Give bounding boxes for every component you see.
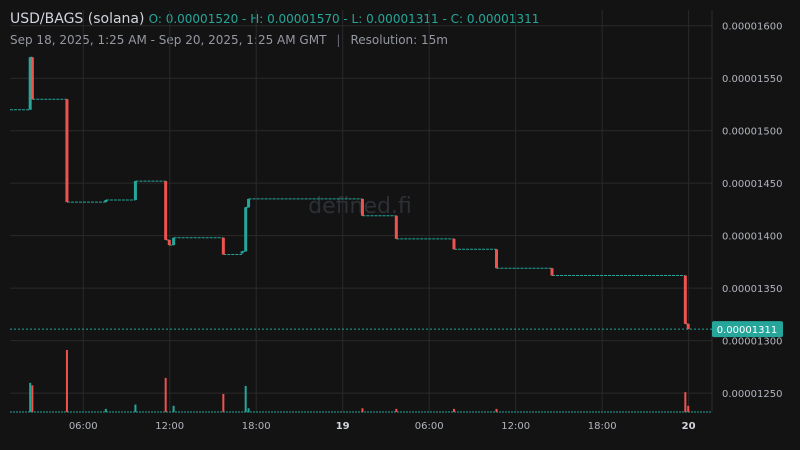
- candle: [30, 57, 34, 100]
- candle: [550, 268, 554, 276]
- volume-bar: [104, 408, 107, 412]
- candle: [167, 239, 171, 246]
- candle: [247, 198, 251, 208]
- resolution-label: Resolution: 15m: [350, 33, 448, 47]
- volume-bar: [222, 394, 225, 412]
- candle: [686, 323, 690, 330]
- volume-bars: [10, 350, 712, 413]
- volume-bar: [31, 385, 34, 412]
- x-tick-label: 06:00: [415, 421, 444, 432]
- volume-bar: [495, 408, 498, 412]
- step-lines: [10, 56, 689, 325]
- y-tick-label: 0.00001250: [722, 389, 782, 400]
- volume-bar: [172, 405, 175, 412]
- volume-bar: [244, 385, 247, 412]
- y-tick-label: 0.00001400: [722, 232, 782, 243]
- ohlc-readout: O: 0.00001520 - H: 0.00001570 - L: 0.000…: [148, 12, 540, 26]
- grid-lines: [10, 10, 712, 412]
- y-tick-label: 0.00001450: [722, 179, 782, 190]
- candles: [28, 57, 690, 330]
- volume-bar: [247, 408, 250, 412]
- symbol-title: USD/BAGS (solana): [10, 11, 145, 27]
- candle: [244, 207, 248, 252]
- volume-bar: [65, 350, 68, 412]
- candle: [133, 181, 137, 200]
- y-tick-label: 0.00001600: [722, 22, 782, 33]
- candle: [104, 199, 108, 203]
- candle: [394, 215, 398, 239]
- volume-bar: [687, 405, 690, 412]
- candle: [240, 251, 244, 254]
- x-tick-label: 12:00: [155, 421, 184, 432]
- volume-bar: [452, 408, 455, 412]
- x-tick-label: 18:00: [242, 421, 271, 432]
- y-tick-label: 0.00001500: [722, 127, 782, 138]
- candle: [452, 238, 456, 250]
- header-separator: |: [336, 33, 341, 47]
- volume-bar: [361, 408, 364, 412]
- x-tick-label: 12:00: [501, 421, 530, 432]
- watermark: defined.fi: [308, 194, 412, 219]
- volume-bar: [164, 377, 167, 412]
- chart-header: USD/BAGS (solana) O: 0.00001520 - H: 0.0…: [10, 11, 539, 27]
- volume-bar: [395, 408, 398, 412]
- candle: [221, 237, 225, 255]
- date-range: Sep 18, 2025, 1:25 AM - Sep 20, 2025, 1:…: [10, 33, 327, 47]
- candle: [683, 275, 687, 324]
- candle: [164, 181, 168, 240]
- volume-bar: [134, 404, 137, 412]
- volume-bar: [684, 392, 687, 412]
- x-tick-label: 19: [336, 421, 350, 432]
- x-tick-label: 18:00: [588, 421, 617, 432]
- candle: [360, 198, 364, 216]
- y-tick-label: 0.00001550: [722, 74, 782, 85]
- candle: [172, 237, 176, 246]
- y-tick-label: 0.00001350: [722, 284, 782, 295]
- y-tick-label: 0.00001300: [722, 337, 782, 348]
- x-tick-label: 20: [682, 421, 696, 432]
- axes: 0.00001600 0.00001550 0.00001500 0.00001450…: [69, 10, 782, 432]
- candle: [65, 99, 69, 203]
- last-price-label: 0.00001311: [717, 325, 777, 336]
- last-price-badge: [712, 321, 783, 338]
- x-tick-label: 06:00: [69, 421, 98, 432]
- candle: [494, 249, 498, 269]
- candle: [28, 57, 32, 110]
- last-price-tag: 0.00001311: [10, 321, 783, 338]
- volume-bar: [29, 382, 32, 412]
- chart-subheader: Sep 18, 2025, 1:25 AM - Sep 20, 2025, 1:…: [10, 33, 448, 47]
